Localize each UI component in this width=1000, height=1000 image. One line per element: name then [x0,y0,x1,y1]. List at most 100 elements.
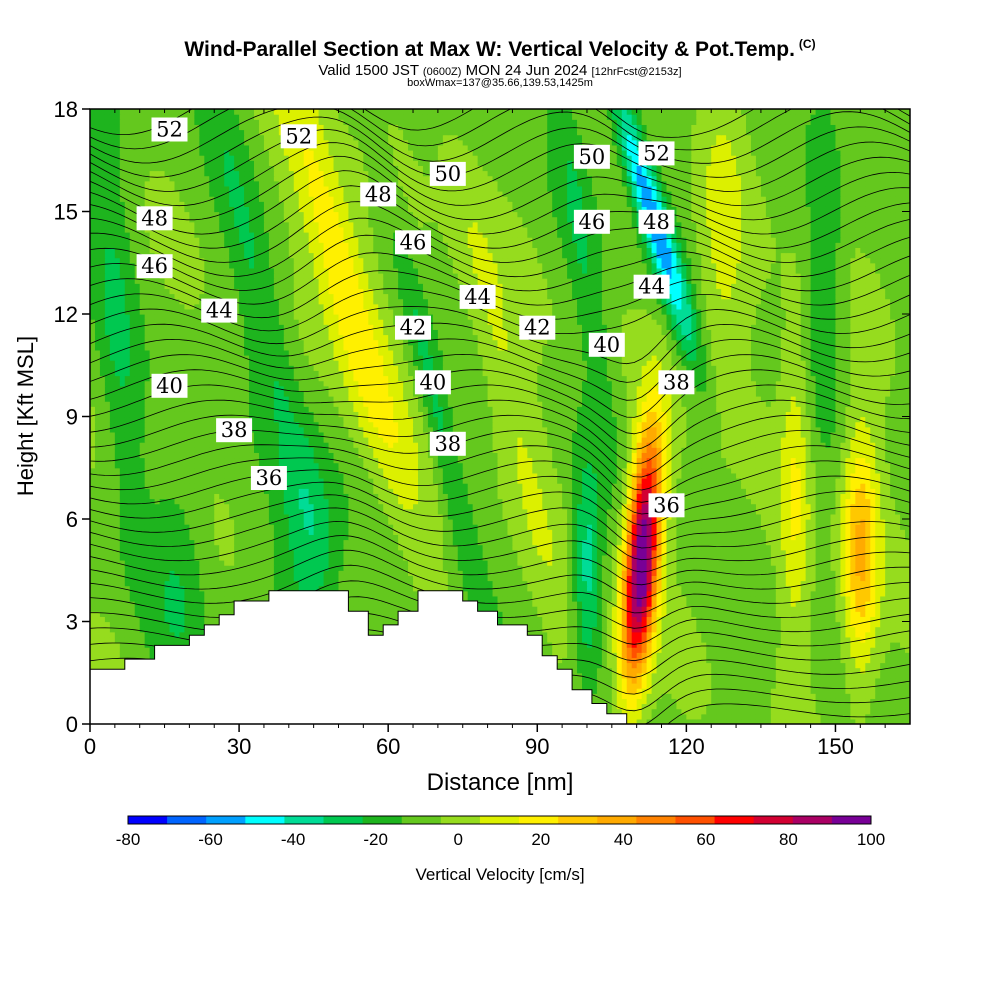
velocity-cell [467,595,474,602]
velocity-cell [641,683,648,689]
velocity-cell [393,580,399,587]
velocity-cell [298,585,305,592]
velocity-cell [626,698,633,705]
velocity-cell [716,703,722,710]
velocity-cell [790,677,797,684]
velocity-cell [890,585,896,592]
velocity-cell [646,647,653,653]
velocity-cell [144,621,151,628]
velocity-cell [775,590,782,597]
velocity-cell [651,621,658,628]
velocity-cell [567,652,573,658]
velocity-cell [601,611,608,617]
velocity-cell [880,616,886,623]
velocity-cell [790,590,797,597]
velocity-cell [179,601,186,607]
velocity-cell [477,580,484,587]
velocity-cell [706,595,712,602]
velocity-cell [616,672,623,679]
velocity-cell [567,590,573,597]
velocity-cell [631,595,638,602]
velocity-cell [661,657,668,664]
velocity-cell [114,575,121,582]
velocity-cell [139,652,146,658]
velocity-cell [895,631,901,638]
velocity-cell [760,601,767,607]
velocity-cell [214,616,220,623]
chart-title-text: Wind-Parallel Section at Max W: Vertical… [184,38,795,61]
velocity-cell [219,585,225,592]
velocity-cell [517,621,523,628]
velocity-cell [557,580,563,587]
velocity-cell [785,621,792,628]
velocity-cell [701,636,707,643]
velocity-cell [189,631,195,638]
velocity-cell [636,611,643,617]
velocity-cell [403,585,409,592]
velocity-cell [646,703,653,710]
velocity-cell [825,621,832,628]
velocity-cell [601,698,608,705]
velocity-cell [875,647,881,653]
velocity-cell [721,575,727,582]
velocity-cell [497,611,504,617]
velocity-cell [820,677,827,684]
velocity-cell [800,662,807,669]
velocity-cell [890,718,896,724]
velocity-cell [726,601,732,607]
velocity-cell [686,713,692,720]
velocity-cell [114,626,121,633]
velocity-cell [731,580,737,587]
velocity-cell [750,611,757,617]
velocity-cell [676,693,682,699]
velocity-cell [517,611,523,617]
velocity-cell [691,631,697,638]
velocity-cell [606,698,613,705]
velocity-cell [825,595,832,602]
velocity-cell [805,575,812,582]
velocity-cell [641,647,648,653]
velocity-cell [90,626,96,633]
velocity-cell [865,688,871,694]
velocity-cell [870,703,876,710]
velocity-cell [119,636,126,643]
velocity-cell [731,667,737,674]
velocity-cell [855,570,861,576]
velocity-cell [293,570,300,576]
velocity-cell [671,590,678,597]
velocity-cell [810,621,817,628]
velocity-cell [691,662,697,669]
velocity-cell [825,585,832,592]
velocity-cell [159,575,166,582]
velocity-cell [671,616,678,623]
velocity-cell [845,575,851,582]
velocity-cell [606,575,613,582]
velocity-cell [636,652,643,658]
velocity-cell [586,570,593,576]
velocity-cell [750,657,757,664]
velocity-cell [403,590,409,597]
velocity-cell [631,703,638,710]
velocity-cell [840,601,846,607]
velocity-cell [810,677,817,684]
velocity-cell [681,708,687,715]
velocity-cell [736,703,742,710]
velocity-cell [408,580,414,587]
velocity-cell [865,585,871,592]
velocity-cell [278,575,285,582]
velocity-cell [512,616,518,623]
velocity-cell [865,636,871,643]
velocity-cell [124,565,131,571]
velocity-cell [532,621,538,628]
velocity-cell [671,606,678,612]
velocity-cell [800,585,807,592]
velocity-cell [726,677,732,684]
velocity-cell [875,677,881,684]
velocity-cell [895,677,901,684]
velocity-cell [890,575,896,582]
velocity-cell [845,626,851,633]
velocity-cell [224,595,230,602]
velocity-cell [750,698,757,705]
velocity-cell [586,672,593,679]
velocity-cell [308,585,315,592]
